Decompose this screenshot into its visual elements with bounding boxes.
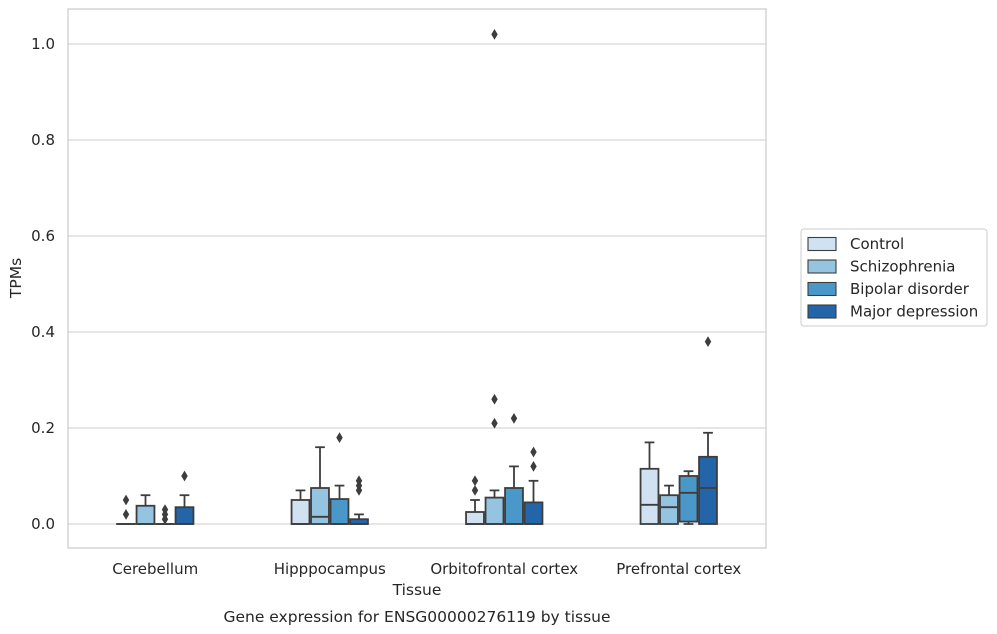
y-tick-label: 0.2 xyxy=(31,419,55,437)
y-tick-label: 1.0 xyxy=(31,35,55,53)
x-tick-label: Cerebellum xyxy=(112,560,198,578)
legend-swatch xyxy=(807,236,837,252)
legend-label: Bipolar disorder xyxy=(850,280,970,298)
outlier-point xyxy=(471,485,479,496)
box-body xyxy=(523,501,544,525)
x-tick-labels: Cerebellum Hipppocampus Orbitofrontal cort… xyxy=(112,560,741,578)
box-body xyxy=(678,475,699,523)
box-layer xyxy=(116,29,718,525)
box-body xyxy=(465,511,485,525)
y-tick-label: 0.0 xyxy=(31,515,55,533)
y-tick-label: 0.4 xyxy=(31,323,55,341)
legend-label: Major depression xyxy=(850,303,978,321)
box-control xyxy=(639,441,660,525)
legend-label: Schizophrenia xyxy=(850,258,955,276)
box-major-depression xyxy=(523,446,544,525)
legend-swatch xyxy=(807,259,837,274)
outlier-point xyxy=(704,336,712,347)
box-schizophrenia xyxy=(484,29,505,525)
outlier-point xyxy=(181,470,188,482)
box-schizophrenia xyxy=(659,484,679,525)
outlier-point xyxy=(161,504,169,515)
outlier-point xyxy=(530,461,537,472)
box-body xyxy=(639,467,660,525)
box-bipolar-disorder xyxy=(155,504,175,525)
outlier-point xyxy=(355,475,363,487)
x-axis-label: Tissue xyxy=(392,581,442,599)
box-body xyxy=(329,498,350,525)
outlier-point xyxy=(530,446,537,458)
box-body xyxy=(698,455,718,525)
outlier-point xyxy=(336,432,343,443)
box-control xyxy=(290,489,311,525)
box-body xyxy=(174,506,195,525)
box-control xyxy=(465,475,485,525)
box-schizophrenia xyxy=(135,494,156,525)
box-bipolar-disorder xyxy=(329,432,350,525)
box-body xyxy=(290,499,311,525)
box-body xyxy=(135,504,156,525)
gridlines xyxy=(68,43,766,525)
legend-swatch xyxy=(807,304,837,319)
box-bipolar-disorder xyxy=(504,413,524,525)
y-tick-labels: 0.0 0.2 0.4 0.6 0.8 1.0 xyxy=(31,35,55,533)
legend-label: Control xyxy=(850,235,904,253)
y-tick-label: 0.8 xyxy=(31,131,55,149)
box-major-depression xyxy=(698,336,718,525)
plot-frame xyxy=(67,8,767,549)
outlier-point xyxy=(491,417,498,429)
box-body xyxy=(504,487,524,525)
outlier-point xyxy=(491,29,498,40)
legend: Control Schizophrenia Bipolar disorder Majo… xyxy=(800,228,988,327)
outlier-point xyxy=(122,494,130,506)
x-tick-label: Prefrontal cortex xyxy=(616,560,741,578)
outlier-point xyxy=(510,413,518,424)
box-schizophrenia xyxy=(310,446,330,525)
box-body xyxy=(310,487,330,525)
x-tick-label: Orbitofrontal cortex xyxy=(430,560,578,578)
y-tick-label: 0.6 xyxy=(31,227,55,245)
x-tick-label: Hipppocampus xyxy=(274,560,386,578)
outlier-point xyxy=(471,475,479,487)
legend-swatch xyxy=(807,281,837,297)
box-major-depression xyxy=(349,475,369,525)
y-axis-label: TPMs xyxy=(7,258,25,299)
legend-frame xyxy=(800,228,988,327)
box-control xyxy=(116,494,136,525)
box-body xyxy=(484,496,505,525)
box-major-depression xyxy=(174,470,195,525)
chart-caption: Gene expression for ENSG00000276119 by t… xyxy=(223,608,610,626)
box-bipolar-disorder xyxy=(678,470,699,525)
outlier-point xyxy=(122,509,130,520)
outlier-point xyxy=(491,393,498,405)
box-body xyxy=(659,494,679,525)
